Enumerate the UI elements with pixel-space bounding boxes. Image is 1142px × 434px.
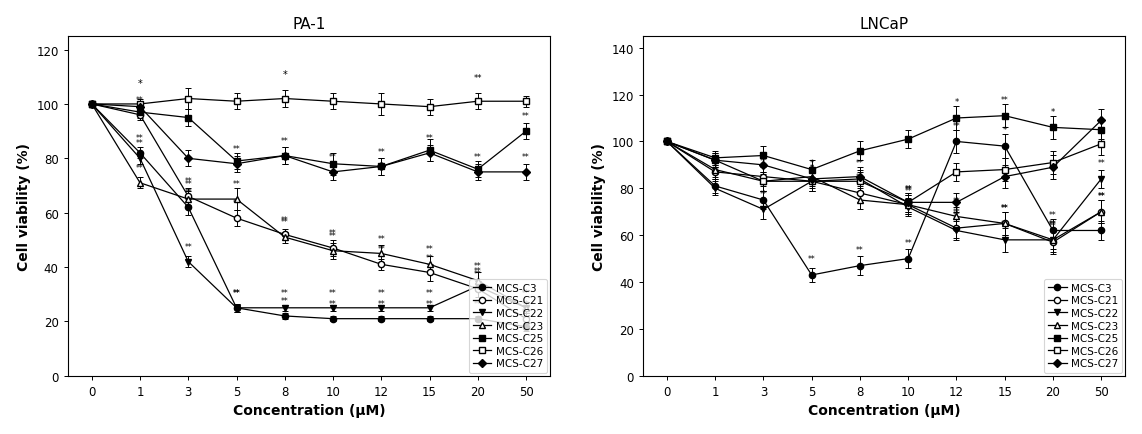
Text: **: **: [184, 242, 192, 251]
Text: **: **: [136, 96, 144, 105]
Text: **: **: [759, 161, 767, 170]
Text: **: **: [952, 196, 960, 205]
Text: **: **: [711, 166, 719, 175]
Text: **: **: [522, 288, 530, 297]
Y-axis label: Cell viability (%): Cell viability (%): [592, 142, 606, 270]
Text: **: **: [952, 122, 960, 131]
Text: **: **: [711, 168, 719, 177]
Text: **: **: [377, 299, 385, 308]
Text: **: **: [426, 134, 434, 143]
Text: **: **: [1097, 191, 1105, 201]
Text: **: **: [759, 189, 767, 198]
Text: **: **: [1000, 203, 1008, 212]
Text: **: **: [522, 112, 530, 121]
Text: **: **: [1000, 203, 1008, 212]
Text: **: **: [426, 299, 434, 308]
Text: **: **: [136, 139, 144, 148]
Text: **: **: [474, 266, 482, 276]
Y-axis label: Cell viability (%): Cell viability (%): [17, 142, 31, 270]
Text: **: **: [1049, 220, 1056, 229]
Text: **: **: [474, 74, 482, 83]
Text: **: **: [377, 234, 385, 243]
Text: **: **: [184, 180, 192, 189]
Text: **: **: [426, 253, 434, 262]
Text: **: **: [1097, 210, 1105, 219]
Text: *: *: [1003, 126, 1007, 135]
X-axis label: Concentration (μM): Concentration (μM): [233, 404, 385, 418]
Text: **: **: [281, 288, 289, 297]
Text: **: **: [952, 208, 960, 217]
Text: *: *: [955, 98, 958, 107]
Text: **: **: [136, 164, 144, 172]
Text: *: *: [1051, 108, 1055, 116]
Text: **: **: [904, 184, 912, 194]
Text: **: **: [184, 188, 192, 197]
Text: **: **: [474, 153, 482, 161]
Text: **: **: [377, 288, 385, 297]
Text: **: **: [1097, 159, 1105, 168]
Text: *: *: [138, 79, 143, 89]
Text: **: **: [856, 159, 863, 168]
Text: **: **: [1049, 222, 1056, 231]
Text: **: **: [233, 288, 240, 297]
Text: **: **: [233, 199, 240, 208]
Text: **: **: [233, 180, 240, 189]
Text: *: *: [810, 164, 814, 172]
Legend: MCS-C3, MCS-C21, MCS-C22, MCS-C23, MCS-C25, MCS-C26, MCS-C27: MCS-C3, MCS-C21, MCS-C22, MCS-C23, MCS-C…: [468, 279, 547, 373]
Text: **: **: [904, 187, 912, 196]
Text: **: **: [522, 307, 530, 316]
Text: **: **: [759, 157, 767, 165]
Text: **: **: [522, 153, 530, 161]
Text: **: **: [329, 299, 337, 308]
Text: **: **: [1049, 210, 1056, 219]
Text: **: **: [522, 288, 530, 297]
Text: **: **: [1049, 220, 1056, 229]
Text: *: *: [282, 70, 287, 80]
Text: **: **: [759, 180, 767, 189]
Text: **: **: [856, 180, 863, 189]
Text: **: **: [807, 255, 815, 264]
Text: **: **: [426, 245, 434, 254]
Text: **: **: [426, 288, 434, 297]
Text: **: **: [952, 210, 960, 219]
Text: **: **: [136, 134, 144, 143]
Text: **: **: [1097, 191, 1105, 201]
Text: **: **: [474, 299, 482, 308]
Text: **: **: [856, 245, 863, 254]
Text: **: **: [233, 145, 240, 154]
Title: PA-1: PA-1: [292, 16, 325, 32]
Text: **: **: [329, 153, 337, 161]
Text: **: **: [329, 229, 337, 237]
Title: LNCaP: LNCaP: [860, 16, 909, 32]
Text: **: **: [856, 173, 863, 182]
Text: **: **: [522, 299, 530, 308]
Text: **: **: [184, 177, 192, 186]
Text: **: **: [1000, 96, 1008, 105]
Text: **: **: [904, 184, 912, 194]
Text: **: **: [474, 261, 482, 270]
Text: **: **: [281, 218, 289, 227]
Legend: MCS-C3, MCS-C21, MCS-C22, MCS-C23, MCS-C25, MCS-C26, MCS-C27: MCS-C3, MCS-C21, MCS-C22, MCS-C23, MCS-C…: [1044, 279, 1123, 373]
Text: **: **: [1000, 220, 1008, 229]
Text: **: **: [377, 245, 385, 254]
Text: **: **: [281, 296, 289, 306]
Text: **: **: [329, 231, 337, 240]
Text: **: **: [233, 288, 240, 297]
Text: *: *: [810, 164, 814, 172]
Text: **: **: [377, 147, 385, 156]
Text: **: **: [474, 269, 482, 278]
Text: *: *: [810, 159, 814, 168]
Text: **: **: [329, 288, 337, 297]
Text: **: **: [904, 238, 912, 247]
Text: **: **: [281, 215, 289, 224]
Text: **: **: [281, 136, 289, 145]
X-axis label: Concentration (μM): Concentration (μM): [807, 404, 960, 418]
